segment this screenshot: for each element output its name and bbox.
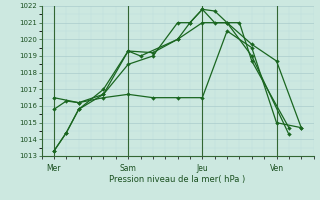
X-axis label: Pression niveau de la mer( hPa ): Pression niveau de la mer( hPa ) (109, 175, 246, 184)
